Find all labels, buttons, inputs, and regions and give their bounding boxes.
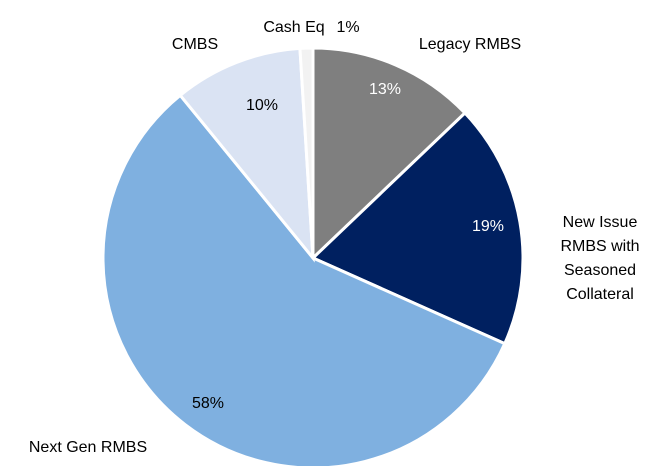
- value-label: 10%: [245, 97, 279, 114]
- category-label: Next Gen RMBS: [28, 439, 148, 456]
- pie-slice: [311, 46, 468, 262]
- category-label: New Issue RMBS with Seasoned Collateral: [560, 214, 640, 303]
- category-label: Cash Eq: [263, 19, 325, 36]
- category-label: Legacy RMBS: [418, 36, 522, 53]
- pie-slice: [178, 46, 315, 263]
- category-label: CMBS: [171, 36, 219, 53]
- value-label: 1%: [336, 19, 360, 36]
- pie-slice: [298, 46, 315, 259]
- value-label: 58%: [191, 395, 225, 412]
- value-label: 13%: [368, 81, 402, 98]
- pie-slice: [310, 110, 525, 346]
- pie-slice: [101, 93, 507, 466]
- value-label: 19%: [471, 218, 505, 235]
